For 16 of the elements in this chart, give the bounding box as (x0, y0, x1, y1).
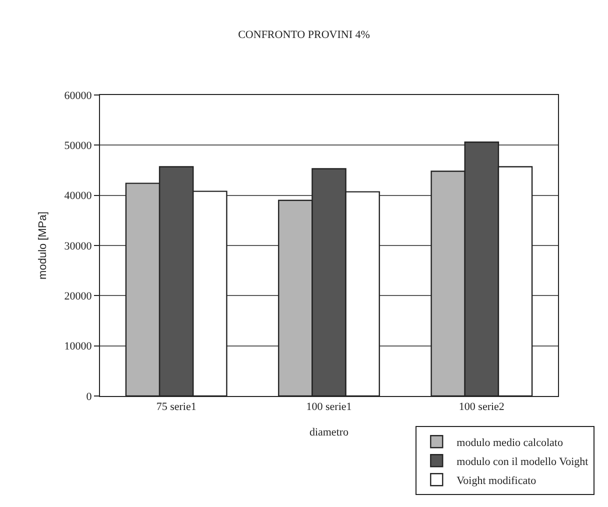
legend-label: modulo con il modello Voight (456, 456, 588, 468)
x-tick-label: 75 serie1 (156, 401, 196, 414)
y-tick-label: 40000 (64, 190, 92, 202)
y-axis-title: modulo [MPa] (36, 212, 49, 280)
y-tick-label: 60000 (64, 90, 92, 102)
y-tick-label: 20000 (64, 290, 92, 303)
y-tick-label: 10000 (64, 340, 92, 353)
chart-title: CONFRONTO PROVINI 4% (238, 29, 370, 42)
legend-label: Voight modificato (456, 474, 537, 487)
y-tick-label: 30000 (64, 240, 92, 252)
x-tick-label: 100 serie2 (458, 401, 504, 414)
x-tick-label: 100 serie1 (306, 401, 352, 414)
y-tick-label: 0 (86, 390, 92, 403)
legend-label: modulo medio calcolato (456, 436, 564, 449)
x-axis-title: diametro (309, 426, 350, 438)
y-tick-label: 50000 (64, 140, 92, 152)
